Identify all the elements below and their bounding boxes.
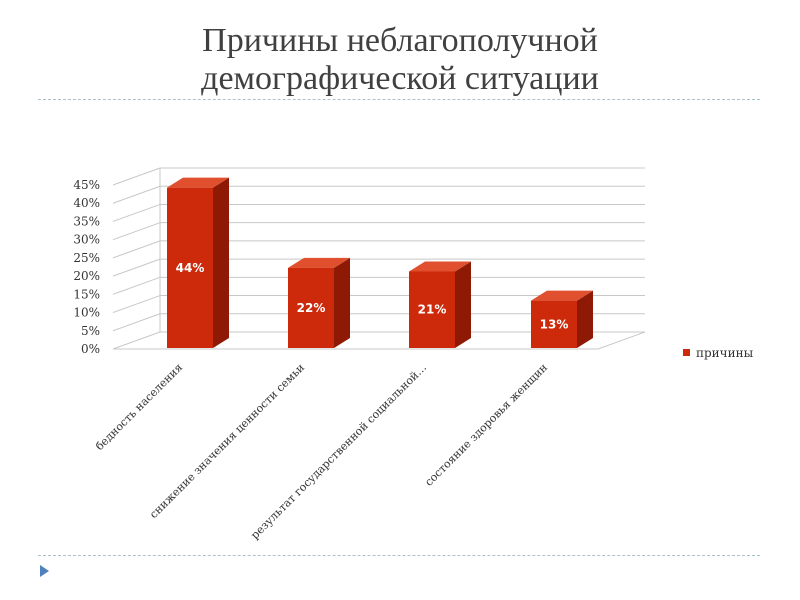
next-slide-arrow-icon[interactable] — [40, 565, 49, 577]
y-tick-label: 30% — [73, 233, 100, 247]
y-tick-label: 35% — [73, 214, 100, 228]
y-tick-label: 0% — [81, 342, 100, 356]
y-tick-label: 20% — [73, 269, 100, 283]
gridline — [112, 240, 161, 259]
legend-swatch — [683, 349, 690, 356]
gridline — [112, 185, 161, 204]
bar-top — [409, 261, 471, 272]
y-tick-label: 45% — [73, 178, 100, 192]
top-divider — [38, 99, 760, 100]
y-tick-label: 25% — [73, 251, 100, 265]
gridline — [112, 331, 161, 350]
x-category-label: состояние здоровья женщин — [422, 361, 550, 489]
data-label: 22% — [297, 301, 326, 315]
gridline — [112, 295, 161, 314]
bar — [531, 300, 577, 348]
bar-top — [167, 177, 229, 188]
gridline — [112, 276, 161, 295]
bar — [409, 271, 455, 348]
bar-side — [334, 257, 350, 348]
y-tick-label: 40% — [73, 196, 100, 210]
y-tick-label: 5% — [81, 324, 100, 338]
y-tick-label: 10% — [73, 306, 100, 320]
bar-top — [288, 257, 350, 268]
data-label: 13% — [540, 317, 569, 331]
bar-side — [213, 177, 229, 348]
data-label: 21% — [418, 303, 447, 317]
bar — [288, 267, 334, 348]
gridline — [112, 258, 161, 277]
gridline — [112, 167, 161, 186]
bottom-divider — [38, 555, 760, 556]
slide-title: Причины неблагополучной демографической … — [0, 22, 800, 98]
bar-top — [531, 290, 593, 301]
title-line-1: Причины неблагополучной — [202, 22, 598, 59]
x-category-label: бедность населения — [93, 361, 185, 453]
bar-side — [455, 261, 471, 348]
data-label: 44% — [176, 261, 205, 275]
legend-label: причины — [696, 346, 754, 360]
y-tick-label: 15% — [73, 287, 100, 301]
gridline — [112, 203, 161, 222]
gridline — [112, 222, 161, 241]
bar-side — [577, 290, 593, 348]
floor-right-edge — [597, 331, 646, 350]
title-line-2: демографической ситуации — [201, 60, 599, 97]
bar-chart: 0% 5% 10% 15% 20% 25% 30% 35% 40% 45% 44% 22% 21% 13%… — [73, 167, 754, 542]
gridline — [112, 313, 161, 332]
bar — [167, 187, 213, 348]
